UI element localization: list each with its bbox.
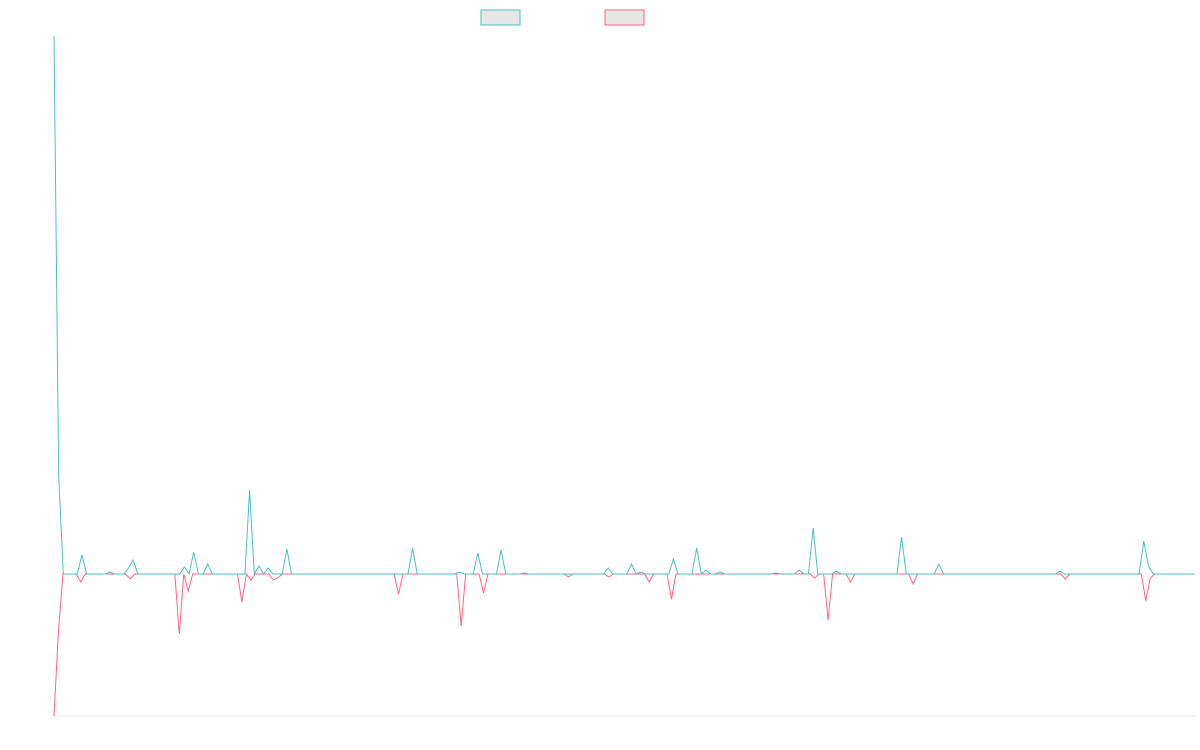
series-line	[53, 35, 1195, 576]
series-line	[53, 572, 1195, 717]
legend	[480, 9, 645, 26]
legend-swatch[interactable]	[604, 9, 645, 26]
plot-area	[53, 35, 1195, 717]
legend-swatch[interactable]	[480, 9, 521, 26]
